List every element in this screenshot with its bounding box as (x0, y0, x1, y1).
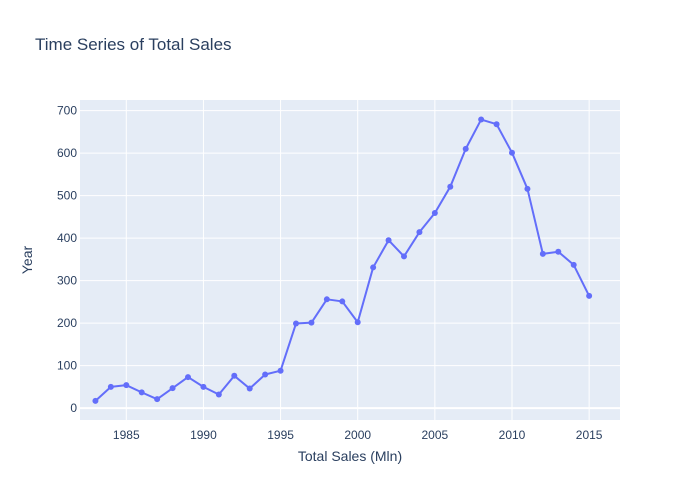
plot-area (80, 100, 620, 420)
y-tick-label: 300 (57, 274, 77, 288)
data-point (524, 185, 531, 192)
data-point (586, 292, 593, 299)
data-point (493, 121, 500, 128)
data-point (277, 367, 284, 374)
data-point (293, 320, 299, 327)
x-tick-label: 1995 (267, 428, 294, 442)
y-axis-title: Year (19, 246, 35, 275)
data-point (231, 372, 238, 379)
data-point (416, 229, 423, 236)
data-point (431, 210, 438, 217)
data-point (339, 298, 346, 305)
data-point (262, 371, 269, 378)
data-point (215, 391, 222, 398)
y-tick-label: 700 (57, 104, 77, 118)
data-point (370, 264, 377, 271)
data-point (107, 383, 114, 390)
data-point (169, 385, 176, 392)
data-point (92, 397, 99, 404)
x-axis-ticks: 1985 1990 1995 2000 2005 2010 2015 (113, 428, 603, 442)
data-point (570, 261, 577, 268)
series-layer (92, 116, 593, 404)
data-point (246, 385, 253, 392)
x-axis-title: Total Sales (Mln) (298, 448, 402, 464)
y-tick-label: 0 (70, 401, 77, 415)
data-point (308, 319, 315, 326)
data-point (154, 396, 161, 403)
y-tick-label: 400 (57, 231, 77, 245)
x-tick-label: 2000 (344, 428, 371, 442)
data-point (447, 183, 454, 190)
y-tick-label: 200 (57, 316, 77, 330)
chart-title: Time Series of Total Sales (35, 35, 232, 54)
data-point (555, 248, 562, 255)
y-tick-label: 600 (57, 146, 77, 160)
data-point (478, 116, 485, 123)
x-tick-label: 2015 (576, 428, 603, 442)
data-point (539, 250, 546, 257)
x-tick-label: 1985 (113, 428, 140, 442)
y-tick-label: 100 (57, 359, 77, 373)
data-point (385, 237, 392, 244)
data-point (185, 374, 191, 381)
gridlines (80, 100, 620, 420)
data-point (323, 296, 330, 303)
y-tick-label: 500 (57, 189, 77, 203)
x-tick-label: 2005 (422, 428, 449, 442)
data-point (138, 389, 145, 396)
data-point (509, 149, 515, 156)
data-point (354, 319, 361, 326)
x-tick-label: 2010 (499, 428, 526, 442)
data-point (123, 382, 130, 389)
data-point (401, 253, 407, 260)
x-tick-label: 1990 (190, 428, 217, 442)
data-point (462, 145, 469, 152)
data-point (200, 383, 207, 390)
y-axis-ticks: 0 100 200 300 400 500 600 700 (57, 104, 77, 415)
